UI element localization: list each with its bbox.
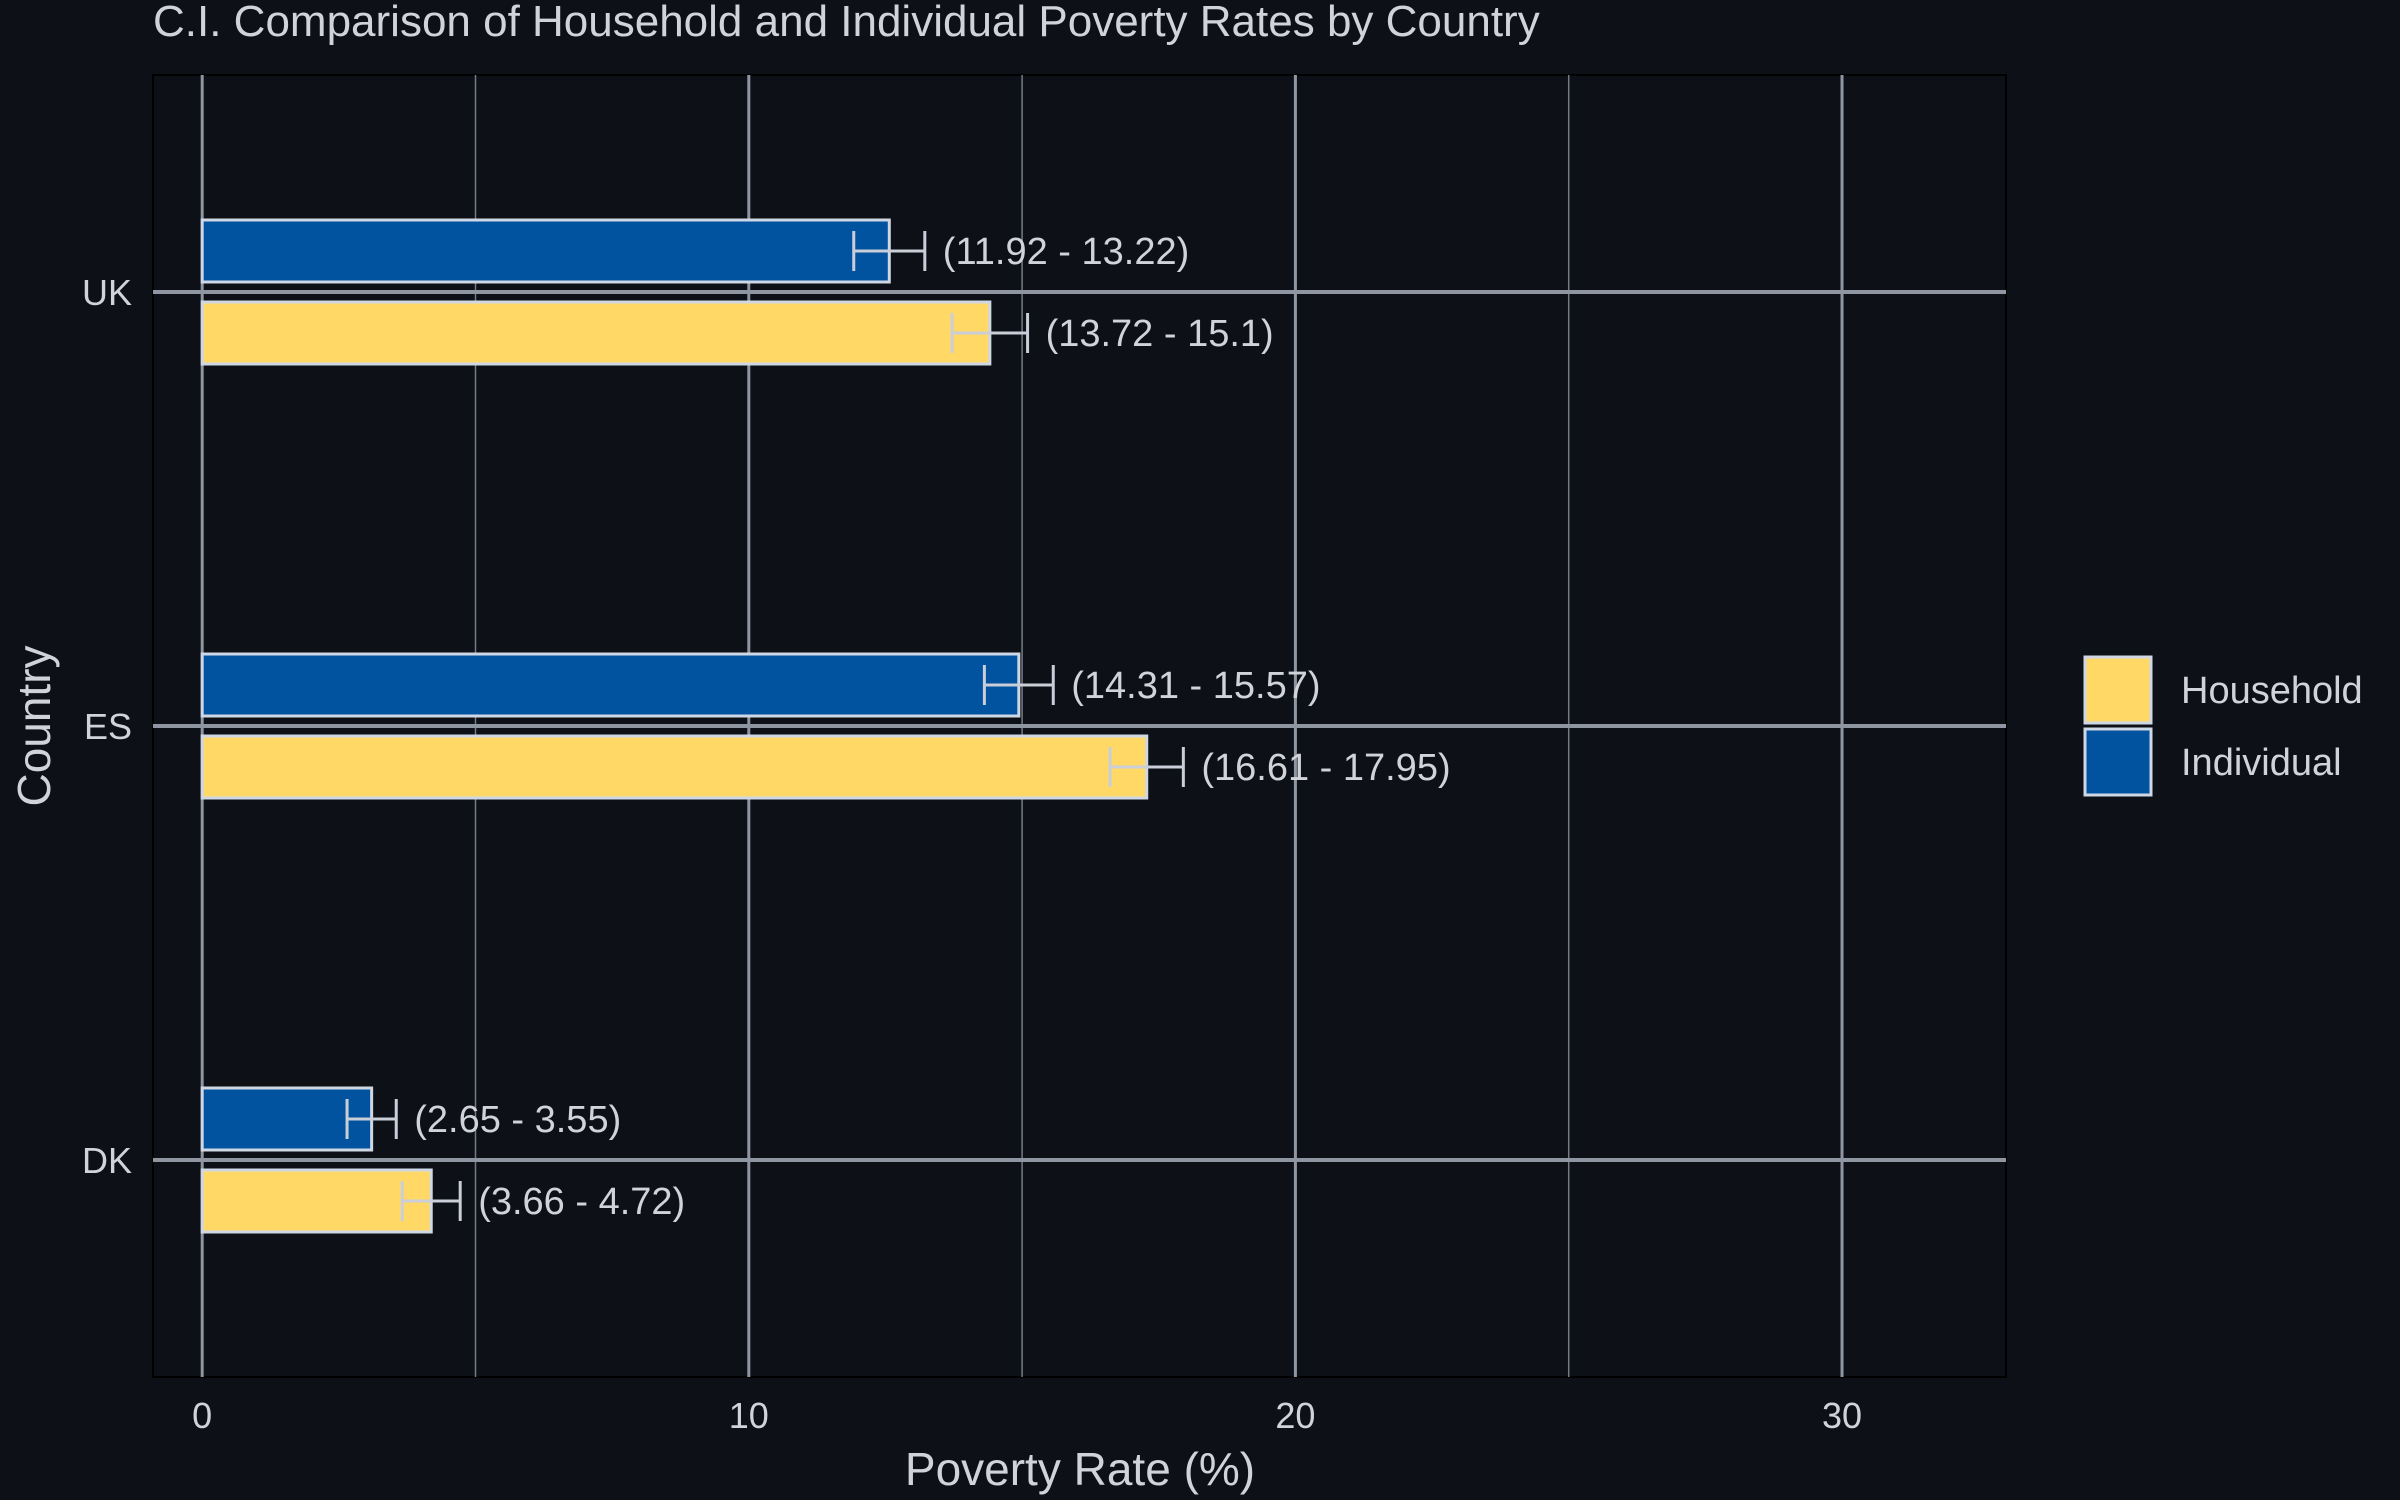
ci-label: (2.65 - 3.55) — [414, 1099, 621, 1141]
bar-household — [200, 1168, 433, 1234]
legend-key-individual — [2083, 727, 2153, 797]
ci-label: (3.66 - 4.72) — [478, 1181, 685, 1223]
y-tick-label: UK — [82, 272, 132, 313]
ci-label: (16.61 - 17.95) — [1201, 747, 1450, 789]
x-tick-label: 30 — [1822, 1395, 1862, 1436]
bar-individual — [200, 652, 1021, 718]
bar-individual — [200, 218, 891, 284]
ci-label: (14.31 - 15.57) — [1071, 665, 1320, 707]
y-tick-label: ES — [84, 706, 132, 747]
bar-household — [200, 734, 1149, 800]
x-tick-label: 20 — [1275, 1395, 1315, 1436]
axes-layer: 0 10 20 30 UK ES DK — [82, 272, 1862, 1436]
y-axis-title: Country — [8, 645, 60, 806]
ci-label: (11.92 - 13.22) — [943, 231, 1189, 273]
x-tick-label: 10 — [729, 1395, 769, 1436]
chart-title: C.I. Comparison of Household and Individ… — [153, 0, 1540, 46]
legend-label: Household — [2181, 670, 2363, 712]
legend: Household Individual — [2083, 655, 2363, 797]
legend-key-household — [2083, 655, 2153, 725]
x-axis-title: Poverty Rate (%) — [905, 1443, 1255, 1495]
ci-label: (13.72 - 15.1) — [1046, 313, 1274, 355]
legend-label: Individual — [2181, 742, 2342, 784]
y-tick-label: DK — [82, 1140, 132, 1181]
bar-household — [200, 300, 992, 366]
bars-layer: (11.92 - 13.22) (14.31 - 15.57) (2.65 - 3.… — [200, 218, 1451, 1234]
bar-individual — [200, 1086, 374, 1152]
grid-layer — [153, 75, 2006, 1377]
x-tick-label: 0 — [192, 1395, 212, 1436]
